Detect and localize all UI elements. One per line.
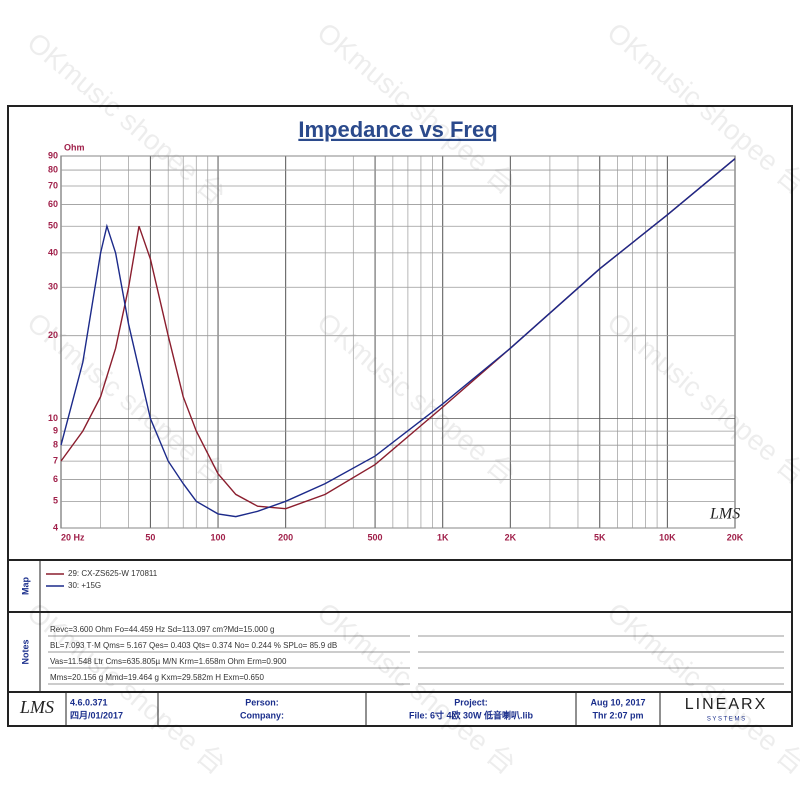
x-tick-label: 10K xyxy=(659,532,676,542)
legend-label: 29: CX-ZS625-W 170811 xyxy=(68,569,158,578)
y-tick-label: 6 xyxy=(53,474,58,484)
version: 4.6.0.371 xyxy=(70,697,108,707)
x-tick-label: 20K xyxy=(727,532,744,542)
time: Thr 2:07 pm xyxy=(592,710,643,720)
brand: LINEARX xyxy=(685,696,767,713)
x-tick-label: 200 xyxy=(278,532,293,542)
date: Aug 10, 2017 xyxy=(590,697,645,707)
y-tick-label: 4 xyxy=(53,522,58,532)
y-tick-label: 8 xyxy=(53,440,58,450)
legend-label: 30: +15G xyxy=(68,581,101,590)
file: File: 6寸 4欧 30W 低音喇叭.lib xyxy=(409,709,534,720)
x-tick-label: 500 xyxy=(368,532,383,542)
note-line: Mms=20.156 g Mmd=19.464 g Kxm=29.582m H … xyxy=(50,673,264,682)
y-tick-label: 9 xyxy=(53,425,58,435)
impedance-line xyxy=(60,158,736,510)
frame xyxy=(7,105,793,727)
build-date: 四月/01/2017 xyxy=(70,710,123,720)
brand-sub: S Y S T E M S xyxy=(707,717,745,723)
x-tick-label: 100 xyxy=(211,532,226,542)
y-tick-label: 7 xyxy=(53,456,58,466)
plot-logo: LMS xyxy=(709,506,740,523)
y-tick-label: 50 xyxy=(48,221,58,231)
project: Project: xyxy=(454,697,488,707)
person: Person: xyxy=(245,697,279,707)
y-tick-label: 90 xyxy=(48,150,58,160)
y-tick-label: 10 xyxy=(48,413,58,423)
impedance-line xyxy=(60,158,736,518)
chart-title: Impedance vs Freq xyxy=(298,117,497,142)
y-tick-label: 60 xyxy=(48,199,58,209)
y-tick-label: 5 xyxy=(53,496,58,506)
x-tick-label: 1K xyxy=(437,532,449,542)
y-tick-label: 80 xyxy=(48,164,58,174)
y-tick-label: 70 xyxy=(48,180,58,190)
x-tick-label: 2K xyxy=(505,532,517,542)
company: Company: xyxy=(240,710,284,720)
footer-logo: LMS xyxy=(19,697,54,717)
note-line: BL=7.093 T·M Qms= 5.167 Qes= 0.403 Qts= … xyxy=(50,641,337,650)
x-tick-label: 50 xyxy=(145,532,155,542)
footer-grid xyxy=(65,692,661,726)
notes-label: Notes xyxy=(20,639,30,664)
note-line: Revc=3.600 Ohm Fo=44.459 Hz Sd=113.097 c… xyxy=(50,625,274,634)
x-tick-label: 5K xyxy=(594,532,606,542)
y-tick-label: 20 xyxy=(48,330,58,340)
note-line: Vas=11.548 Ltr Cms=635.805µ M/N Krm=1.65… xyxy=(50,657,287,666)
y-tick-label: 30 xyxy=(48,282,58,292)
x-tick-label: 20 Hz xyxy=(61,532,85,542)
y-tick-label: 40 xyxy=(48,247,58,257)
y-axis-label: Ohm xyxy=(64,142,85,152)
map-label: Map xyxy=(20,576,30,595)
